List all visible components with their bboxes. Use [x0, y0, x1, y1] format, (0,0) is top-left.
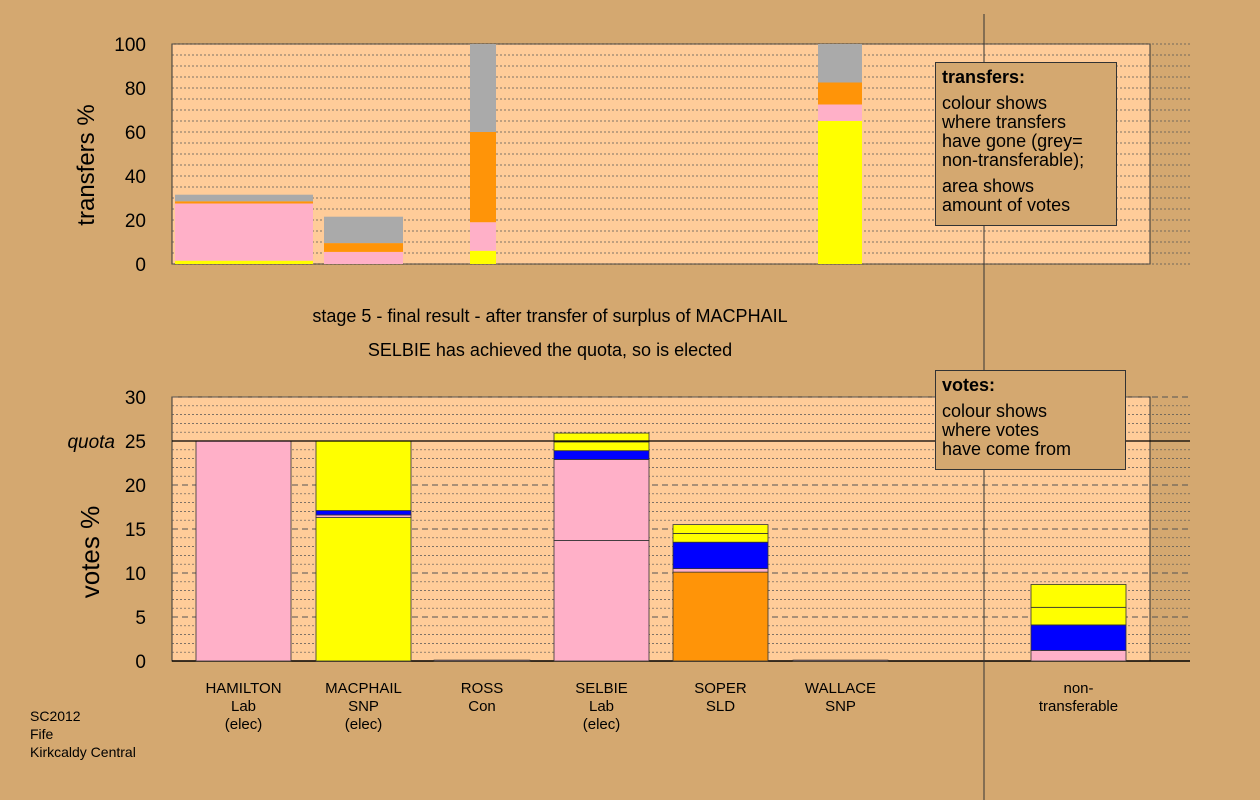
- transfer-bar-segment: [324, 251, 403, 264]
- y-tick-label: 0: [135, 652, 146, 673]
- candidate-name: WALLACE: [805, 680, 876, 697]
- y-tick-label: 25: [125, 432, 146, 453]
- transfer-bar-segment: [818, 104, 862, 121]
- transfers-legend-line: non-transferable);: [942, 150, 1085, 170]
- transfer-bar-segment: [470, 222, 496, 251]
- candidate-party: transferable: [1039, 698, 1118, 715]
- votes-legend-line: colour shows: [942, 401, 1048, 421]
- candidate-name: SELBIE: [575, 680, 628, 697]
- votes-legend-line: where votes: [942, 420, 1040, 440]
- vote-bar-segment: [433, 659, 531, 662]
- y-tick-label: 60: [125, 123, 146, 144]
- transfers-legend-line: colour shows: [942, 93, 1048, 113]
- y-tick-label: 0: [135, 255, 146, 276]
- transfer-bar-segment: [818, 82, 862, 105]
- transfer-bar-segment: [470, 44, 496, 132]
- transfer-bar-segment: [470, 132, 496, 223]
- candidate-party: Lab: [231, 698, 256, 715]
- y-tick-label: 15: [125, 520, 146, 541]
- quota-label: quota: [67, 432, 115, 453]
- y-axis-label: transfers %: [73, 104, 100, 225]
- transfer-bar-segment: [175, 203, 313, 261]
- votes-legend-line: have come from: [942, 439, 1072, 459]
- vote-bar-segment: [195, 440, 292, 662]
- transfers-legend-line: area shows: [942, 176, 1035, 196]
- votes-legend-title: votes:: [942, 375, 996, 395]
- vote-bar-segment: [1030, 584, 1127, 608]
- transfer-bar-segment: [324, 243, 403, 252]
- transfer-bar-segment: [324, 216, 403, 244]
- votes-legend: votes: colour shows where votes have com…: [935, 370, 1126, 470]
- vote-bar-segment: [553, 432, 650, 443]
- vote-bar-segment: [553, 459, 650, 541]
- candidate-name: non-: [1063, 680, 1093, 697]
- transfer-bar-segment: [175, 194, 313, 202]
- candidate-name: HAMILTON: [205, 680, 281, 697]
- transfers-legend-line: where transfers: [942, 112, 1067, 132]
- candidate-party: SNP: [825, 698, 856, 715]
- vote-bar-segment: [1030, 606, 1127, 626]
- status-caption: SELBIE has achieved the quota, so is ele…: [367, 340, 733, 360]
- y-tick-label: 10: [125, 564, 146, 585]
- candidate-name: ROSS: [461, 680, 504, 697]
- vote-bar-segment: [672, 541, 769, 570]
- transfers-legend: transfers: colour shows where transfers …: [935, 62, 1117, 226]
- transfers-legend-title: transfers:: [942, 67, 1026, 87]
- candidate-party: Lab: [589, 698, 614, 715]
- candidate-party: SLD: [706, 698, 735, 715]
- ward-name: Kirkcaldy Central: [30, 744, 136, 760]
- vote-bar-segment: [1030, 624, 1127, 651]
- vote-bar-segment: [672, 524, 769, 534]
- council-name: Fife: [30, 726, 54, 742]
- vote-bar-segment: [315, 510, 412, 516]
- candidate-status: (elec): [345, 716, 383, 733]
- vote-bar-segment: [553, 540, 650, 662]
- transfers-legend-line: amount of votes: [942, 195, 1071, 215]
- candidate-name: MACPHAIL: [325, 680, 402, 697]
- y-tick-label: 5: [135, 608, 146, 629]
- candidate-party: SNP: [348, 698, 379, 715]
- y-tick-label: 20: [125, 476, 146, 497]
- candidate-name: SOPER: [694, 680, 747, 697]
- candidate-party: Con: [468, 698, 496, 715]
- vote-bar-segment: [553, 450, 650, 460]
- transfers-legend-line: have gone (grey=: [942, 131, 1083, 151]
- y-tick-label: 20: [125, 211, 146, 232]
- stage-caption: stage 5 - final result - after transfer …: [312, 306, 788, 326]
- vote-bar-segment: [553, 441, 650, 452]
- transfer-bar-segment: [818, 44, 862, 83]
- vote-bar-segment: [672, 571, 769, 662]
- transfer-bar-segment: [175, 260, 313, 264]
- vote-bar-segment: [672, 568, 769, 573]
- vote-bar-segment: [315, 440, 412, 511]
- transfer-bar-segment: [470, 250, 496, 264]
- election-info: SC2012 Fife Kirkcaldy Central: [30, 707, 136, 761]
- transfer-bar-segment: [818, 121, 862, 264]
- candidate-status: (elec): [225, 716, 263, 733]
- election-name: SC2012: [30, 708, 81, 724]
- y-axis-label: votes %: [75, 506, 105, 599]
- transfer-bar-segment: [175, 201, 313, 204]
- y-tick-label: 40: [125, 167, 146, 188]
- y-tick-label: 80: [125, 79, 146, 100]
- vote-bar-segment: [672, 533, 769, 543]
- y-tick-label: 100: [114, 35, 146, 56]
- candidate-status: (elec): [583, 716, 621, 733]
- vote-bar-segment: [792, 659, 889, 662]
- vote-bar-segment: [315, 517, 412, 662]
- y-tick-label: 30: [125, 388, 146, 409]
- vote-bar-segment: [1030, 650, 1127, 662]
